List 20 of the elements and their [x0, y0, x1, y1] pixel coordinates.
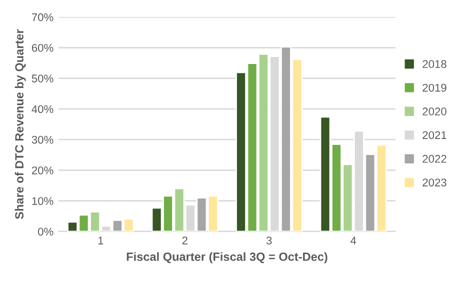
x-axis-title: Fiscal Quarter (Fiscal 3Q = Oct-Dec): [126, 252, 328, 264]
y-tick-label: 0%: [38, 228, 54, 236]
legend-label: 2022: [422, 154, 446, 163]
legend-label: 2023: [422, 178, 446, 186]
y-tick-label: 20%: [32, 166, 54, 174]
legend-label: 2019: [422, 84, 446, 92]
legend-label: 2020: [422, 108, 446, 116]
legend-label: 2018: [422, 60, 446, 68]
x-tick-label: 2: [182, 236, 188, 244]
y-tick-label: 30%: [32, 136, 54, 144]
x-tick-label: 1: [98, 236, 104, 244]
x-tick-label: 4: [350, 236, 356, 244]
y-axis-title: Share of DTC Revenue by Quarter: [14, 29, 26, 220]
y-tick-label: 60%: [32, 44, 54, 52]
legend-label: 2021: [422, 131, 446, 140]
y-tick-label: 50%: [32, 74, 54, 82]
y-tick-label: 70%: [32, 13, 54, 22]
y-tick-label: 10%: [32, 197, 54, 205]
x-tick-label: 3: [266, 236, 272, 244]
y-tick-label: 40%: [32, 105, 54, 114]
